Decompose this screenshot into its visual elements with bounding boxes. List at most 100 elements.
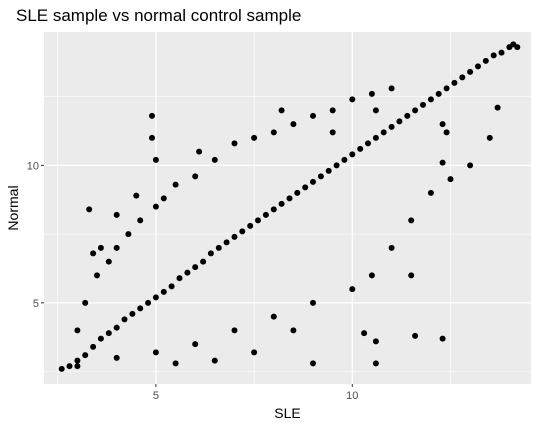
data-point: [172, 360, 179, 367]
x-axis-label: SLE: [274, 405, 300, 421]
data-point: [207, 250, 214, 257]
data-point: [427, 96, 434, 103]
data-point: [200, 258, 207, 265]
data-point: [443, 129, 450, 136]
x-axis: 5 10: [153, 384, 358, 402]
data-point: [270, 129, 277, 136]
data-point: [482, 57, 489, 64]
data-point: [192, 264, 199, 271]
data-point: [149, 134, 155, 141]
x-tick-label: 10: [346, 390, 358, 402]
data-point: [251, 134, 258, 141]
data-point: [310, 299, 316, 306]
data-point: [145, 299, 152, 306]
data-point: [388, 123, 395, 130]
data-point: [494, 104, 501, 111]
data-point: [152, 156, 159, 163]
data-point: [310, 360, 316, 367]
y-tick-label: 10: [27, 160, 39, 172]
data-point: [341, 156, 348, 163]
data-point: [231, 140, 238, 147]
data-point: [310, 112, 316, 119]
data-point: [408, 217, 415, 224]
data-point: [329, 107, 336, 114]
data-point: [86, 206, 93, 213]
chart-title: SLE sample vs normal control sample: [16, 6, 301, 25]
data-point: [467, 68, 474, 75]
data-point: [94, 272, 100, 279]
data-point: [302, 184, 309, 191]
data-point: [498, 49, 505, 56]
data-point: [475, 63, 481, 70]
data-point: [196, 148, 203, 155]
plot-panel: [44, 32, 531, 384]
data-point: [113, 324, 120, 331]
data-point: [368, 272, 375, 279]
data-point: [368, 90, 375, 97]
data-point: [172, 181, 179, 188]
data-point: [333, 162, 340, 169]
panel-background: [44, 32, 531, 384]
data-point: [160, 288, 167, 295]
data-point: [412, 332, 419, 339]
data-point: [380, 129, 387, 136]
data-point: [396, 118, 403, 125]
data-point: [467, 162, 474, 169]
y-tick-label: 5: [33, 298, 39, 310]
data-point: [58, 365, 65, 372]
data-point: [152, 294, 159, 301]
data-point: [310, 178, 316, 185]
data-point: [439, 121, 446, 128]
data-point: [239, 228, 246, 235]
data-point: [74, 363, 81, 370]
data-point: [215, 244, 222, 251]
data-point: [372, 107, 379, 114]
data-point: [66, 363, 73, 370]
data-point: [365, 140, 371, 147]
data-point: [408, 272, 415, 279]
data-point: [74, 327, 81, 334]
data-point: [490, 52, 497, 59]
data-point: [388, 244, 395, 251]
data-point: [152, 203, 159, 210]
data-point: [149, 112, 155, 119]
data-point: [420, 101, 426, 108]
data-point: [372, 360, 379, 367]
data-point: [361, 330, 368, 337]
data-point: [404, 112, 411, 119]
data-point: [435, 90, 442, 97]
data-point: [290, 121, 297, 128]
data-point: [349, 96, 356, 103]
data-point: [223, 239, 230, 246]
data-point: [349, 286, 356, 293]
data-point: [113, 211, 120, 218]
data-point: [255, 217, 261, 224]
data-point: [329, 129, 336, 136]
data-point: [105, 258, 112, 265]
data-point: [184, 269, 191, 276]
data-point: [137, 305, 144, 312]
data-point: [133, 192, 140, 199]
data-point: [90, 250, 97, 257]
data-point: [152, 349, 159, 356]
data-point: [372, 134, 379, 141]
data-point: [294, 189, 301, 196]
data-points: [58, 41, 521, 372]
data-point: [451, 79, 458, 86]
data-point: [160, 195, 167, 202]
data-point: [262, 211, 269, 218]
data-point: [90, 343, 97, 350]
data-point: [113, 244, 120, 251]
data-point: [251, 349, 258, 356]
data-point: [412, 107, 419, 114]
data-point: [388, 85, 395, 92]
data-point: [286, 195, 293, 202]
data-point: [317, 173, 324, 180]
data-point: [82, 299, 89, 306]
data-point: [192, 341, 199, 348]
y-axis: 5 10: [27, 160, 44, 310]
data-point: [439, 159, 446, 166]
data-point: [357, 145, 364, 152]
data-point: [82, 352, 89, 359]
